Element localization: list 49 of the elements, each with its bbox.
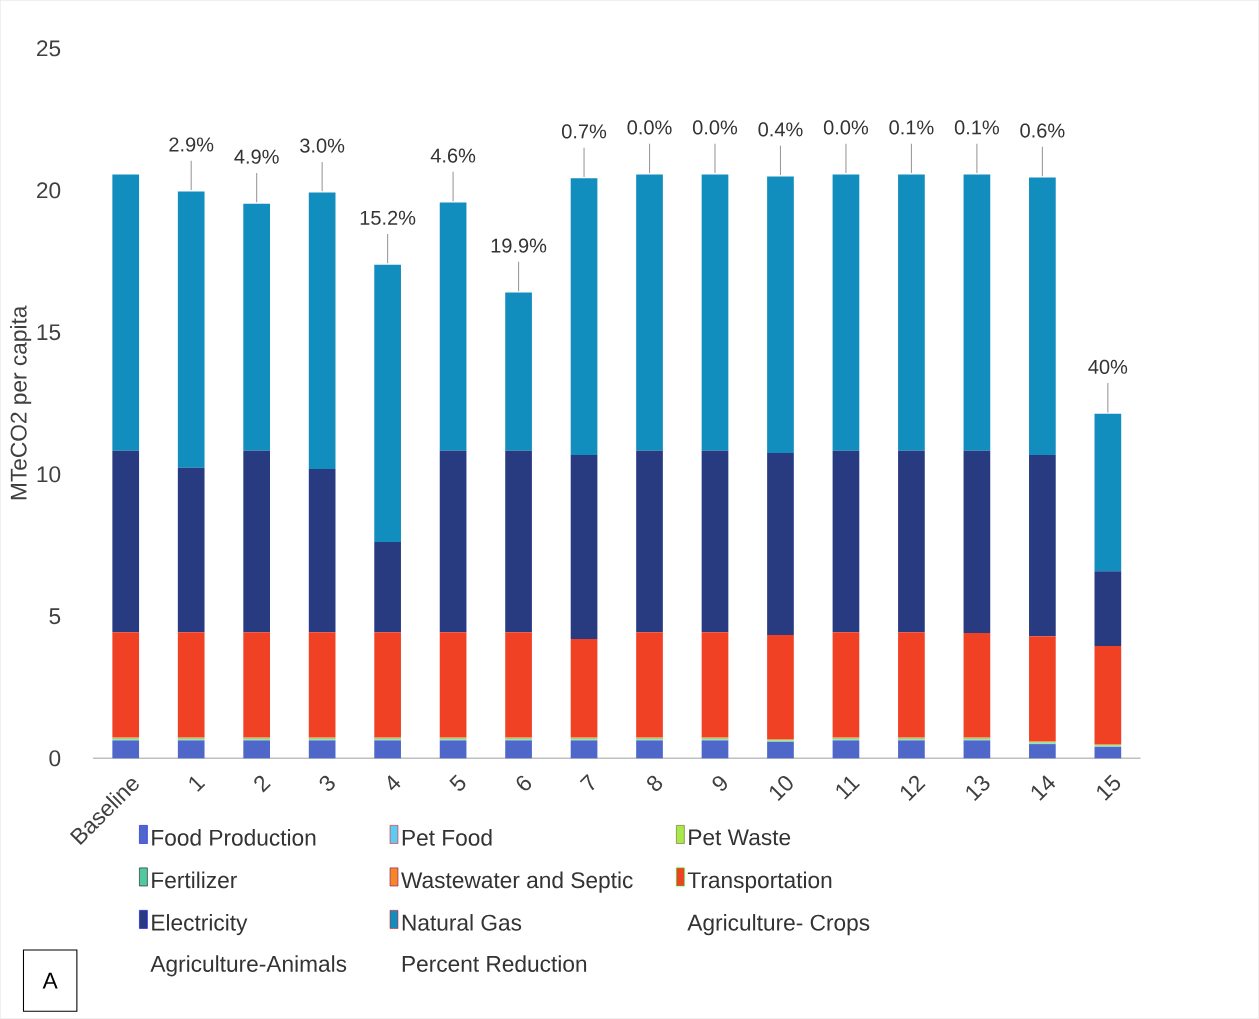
- y-tick-label: 15: [37, 324, 61, 341]
- annotation: 40%: [1088, 359, 1128, 375]
- x-tick-label: 6: [516, 775, 532, 791]
- x-tick-label: 2: [254, 775, 271, 793]
- annotation: 0.1%: [954, 120, 999, 135]
- text: Agriculture- Crops: [687, 914, 870, 936]
- annotation: 15.2%: [360, 210, 416, 225]
- annotation: 0.6%: [1020, 123, 1065, 138]
- y-axis-title: MTeCO2 per capita: [10, 305, 32, 500]
- x-tick-label: 5: [449, 774, 466, 791]
- text: A: [42, 972, 58, 989]
- annotation: 4.6%: [430, 148, 476, 163]
- x-tick-label: 15: [1097, 774, 1121, 801]
- y-tick-label: 5: [49, 608, 61, 625]
- x-tick-label: 7: [579, 774, 595, 791]
- annotation: 0.0%: [692, 120, 738, 135]
- legend-label: Natural Gas: [402, 914, 522, 931]
- x-tick-label: 8: [647, 775, 663, 792]
- y-tick-label: 25: [37, 40, 61, 57]
- legend-label: Pet Waste: [689, 829, 791, 846]
- legend-label: Transportation: [687, 871, 832, 893]
- legend-label: Fertilizer: [152, 871, 237, 889]
- text: Agriculture-Animals: [150, 955, 347, 977]
- x-tick-label: 10: [769, 776, 793, 802]
- annotation: 4.9%: [234, 149, 279, 164]
- y-tick-label: 10: [37, 466, 61, 483]
- x-tick-label: 4: [387, 775, 401, 791]
- annotation: 0.7%: [562, 124, 607, 139]
- legend-label: Food Production: [152, 829, 316, 846]
- x-tick-label: 14: [1031, 775, 1056, 801]
- x-tick-label: 13: [966, 775, 990, 802]
- annotation: 3.0%: [300, 138, 345, 153]
- text: Percent Reduction: [402, 955, 587, 973]
- x-tick-label: 9: [712, 776, 727, 791]
- annotation: 2.9%: [169, 137, 214, 152]
- x-tick-label: 12: [900, 775, 926, 802]
- annotation: 19.9%: [491, 238, 547, 253]
- annotation: 0.1%: [889, 120, 934, 135]
- annotation: 0.4%: [758, 122, 803, 137]
- x-tick-label: 3: [319, 775, 335, 792]
- legend-label: Pet Food: [402, 829, 492, 846]
- x-tick-label: 1: [189, 776, 206, 792]
- legend-label: Electricity: [152, 914, 248, 936]
- legend-label: Wastewater and Septic: [401, 871, 633, 893]
- x-tick-label: 11: [836, 776, 860, 800]
- y-tick-label: 20: [37, 182, 61, 199]
- annotation: 0.0%: [627, 120, 672, 135]
- y-tick-label: 0: [49, 750, 61, 767]
- annotation: 0.0%: [823, 120, 869, 135]
